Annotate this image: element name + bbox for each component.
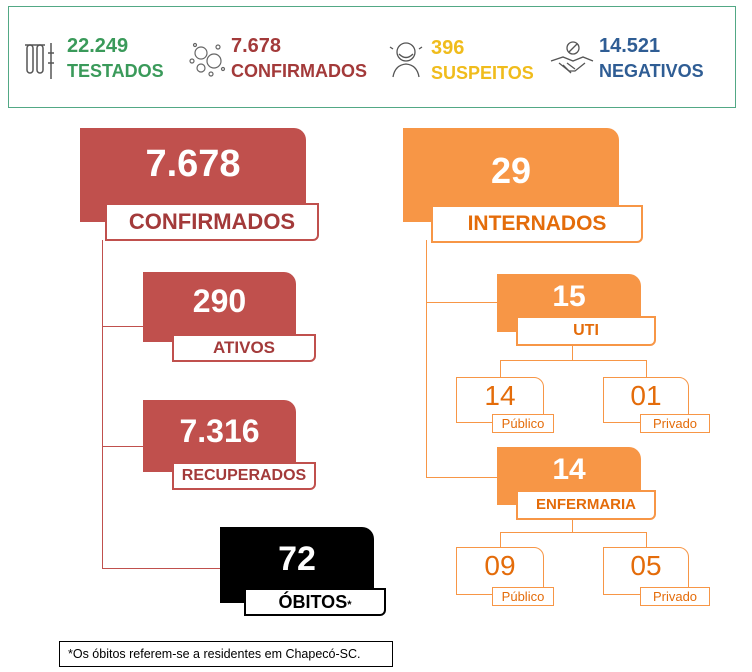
hospitalized-total-label: INTERNADOS [431,205,643,243]
recovered-label: RECUPERADOS [172,462,316,490]
active-block [143,272,296,342]
ward-split-vertical [572,520,573,532]
masked-person-icon [389,39,423,84]
deaths-value: 72 [278,540,316,578]
footnote: *Os óbitos referem-se a residentes em Ch… [59,641,393,667]
ward-split-horizontal [500,532,646,533]
icu-private-value: 01 [630,380,662,411]
ward-label: ENFERMARIA [516,490,656,520]
test-tubes-icon [23,41,59,86]
ward-public-value: 09 [484,550,516,581]
confirmed-total-value: 7.678 [145,143,241,185]
icu-private-label: Privado [640,414,710,433]
hospitalized-total-value: 29 [490,150,532,191]
tested-label: TESTADOS [67,61,164,81]
ward-private-value: 05 [630,550,662,581]
active-label: ATIVOS [172,334,316,362]
icu-value: 15 [552,280,586,313]
confirmed-total-label: CONFIRMADOS [105,203,319,241]
icu-split-left [500,360,501,378]
summary-panel: 22.249 TESTADOS 7.678 CONFIRMADOS 396 SU… [8,6,736,108]
connector-recovered [102,446,144,447]
ward-public-label: Público [492,587,554,606]
negative-label: NEGATIVOS [599,61,704,81]
negative-value: 14.521 [599,35,661,57]
ward-split-right [646,532,647,548]
ward-value: 14 [552,453,586,486]
connector-ward [426,477,498,478]
confirmed-tree-trunk [102,240,103,568]
deaths-label-text: ÓBITOS [278,592,348,612]
recovered-block [143,400,296,472]
ward-private-label: Privado [640,587,710,606]
ward-split-left [500,532,501,548]
icu-public-value: 14 [484,380,516,411]
confirmed-value: 7.678 [231,35,282,57]
suspected-value: 396 [431,37,465,59]
recovered-value: 7.316 [179,413,260,449]
confirmed-label: CONFIRMADOS [231,61,367,81]
suspected-label: SUSPEITOS [431,63,534,83]
hospital-tree-trunk [426,240,427,478]
tested-value: 22.249 [67,35,129,57]
active-value: 290 [192,283,247,319]
icu-label: UTI [516,316,656,346]
connector-active [102,326,144,327]
virus-icon [187,39,227,84]
handshake-icon [549,39,595,84]
icu-split-right [646,360,647,378]
icu-public-label: Público [492,414,554,433]
icu-split-vertical [572,346,573,360]
connector-icu [426,302,498,303]
icu-split-horizontal [500,360,646,361]
connector-deaths [102,568,222,569]
deaths-label: ÓBITOS* [244,588,386,616]
deaths-footnote-marker: * [347,599,352,611]
